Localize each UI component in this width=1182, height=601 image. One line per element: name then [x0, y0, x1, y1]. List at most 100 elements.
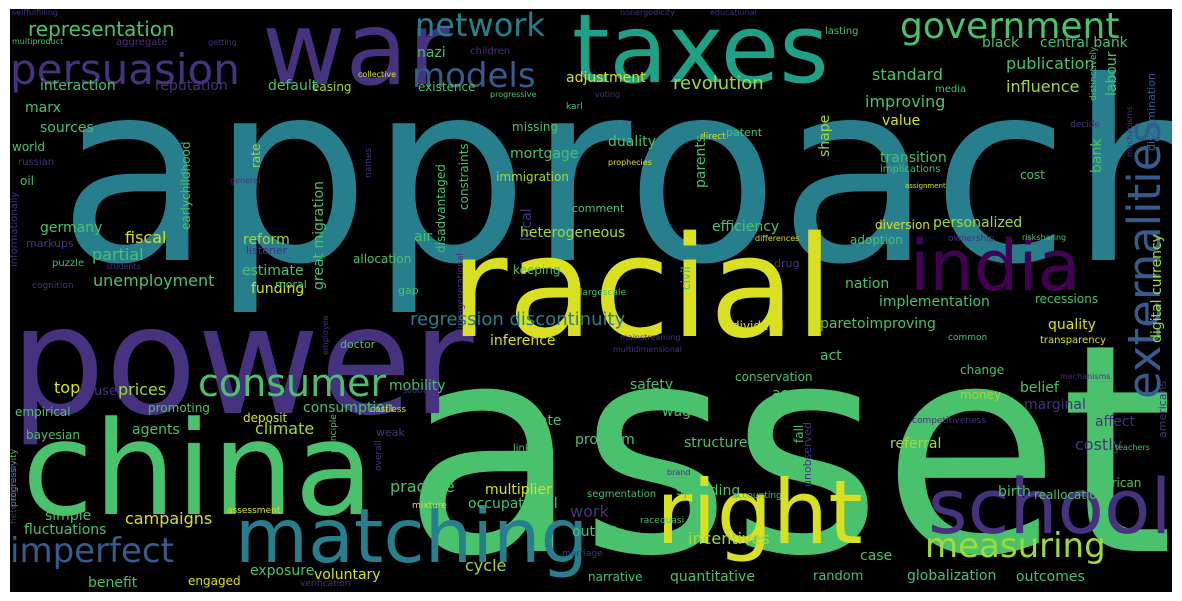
word-consumer: consumer [198, 361, 387, 405]
word-benefit: benefit [88, 575, 138, 591]
word-bank: bank [1089, 138, 1105, 173]
word-russian: russian [18, 157, 55, 168]
word-climate: climate [255, 419, 315, 438]
word-revealing: revealing [960, 466, 1002, 476]
word-missing: missing [512, 120, 559, 134]
word-gap: gap [398, 284, 419, 297]
word-publication: publication [1006, 54, 1095, 73]
word-teachers: teachers [1115, 443, 1150, 452]
word-change: change [960, 363, 1005, 377]
word-segmentation: segmentation [587, 489, 657, 500]
word-multiproduct: multiproduct [12, 37, 64, 46]
word-black: black [982, 35, 1020, 51]
word-government: government [900, 9, 1120, 47]
word-adjustment: adjustment [566, 70, 646, 86]
word-exposure: exposure [250, 563, 315, 579]
word-nazi: nazi [417, 45, 446, 61]
word-existence: existence [418, 80, 476, 94]
word-wage: wage [662, 404, 700, 420]
word-parents: parents [693, 134, 709, 188]
word-matching: matching [235, 492, 589, 580]
word-reform: reform [243, 232, 290, 248]
word-comment: comment [572, 202, 625, 215]
word-heterogeneous: heterogeneous [520, 225, 626, 241]
word-bayesian: bayesian [26, 428, 80, 442]
word-access: access [772, 386, 820, 402]
word-influence: influence [1006, 77, 1080, 96]
word-fluctuations: fluctuations [24, 522, 107, 538]
word-regression-discontinuity: regression discontinuity [410, 309, 626, 330]
word-drug: drug [774, 257, 800, 270]
word-recessions: recessions [1035, 292, 1099, 306]
word-differences: differences [755, 234, 800, 243]
word-easing: easing [312, 80, 352, 94]
word-power: power [10, 275, 474, 449]
word-efficiency: efficiency [712, 219, 780, 235]
word-case: case [860, 548, 893, 564]
word-disadvantaged: disadvantaged [434, 163, 448, 253]
word-assignment: assignment [905, 182, 946, 190]
word-narrative: narrative [588, 570, 643, 584]
word-china: china [22, 393, 375, 545]
word-moral: moral [275, 278, 307, 291]
word-simple: simple [45, 508, 92, 524]
word-reallocation: reallocation [1034, 488, 1105, 502]
word-sources: sources [40, 120, 94, 136]
word-promoting: promoting [148, 401, 210, 415]
word-default: default [268, 78, 318, 94]
word-keeping: keeping [513, 263, 561, 277]
word-progressive: progressive [490, 90, 537, 99]
word-earlychildhood: earlychildhood [179, 141, 193, 230]
word-cognition: cognition [32, 281, 74, 291]
word-multiplier: multiplier [485, 482, 552, 498]
word-occupational: occupational [468, 496, 558, 512]
word-weak: weak [376, 426, 405, 439]
word-unobserved: unobserved [801, 422, 814, 487]
word-asset: asset [402, 283, 1172, 593]
word-unemployment: unemployment [93, 271, 215, 290]
word-personalized: personalized [933, 215, 1023, 231]
word-south: south [403, 386, 426, 395]
word-getting: getting [208, 38, 237, 47]
word-india: india [910, 225, 1081, 307]
word-air: air [414, 229, 433, 245]
word-accounting: accounting [732, 491, 782, 501]
word-race: race [640, 516, 660, 526]
word-voting: voting [595, 90, 621, 99]
word-transparency: transparency [1040, 335, 1106, 346]
word-program: program [575, 432, 635, 448]
word-immigration: immigration [496, 170, 569, 184]
word-principle: principle [329, 413, 339, 453]
word-value: value [882, 113, 921, 129]
word-top: top [54, 378, 81, 397]
word-african: african [1100, 476, 1142, 490]
word-reputation: reputation [155, 78, 228, 94]
word-war: war [262, 9, 450, 109]
word-lasting: lasting [825, 26, 859, 37]
word-inference: inference [490, 333, 556, 349]
word-shape: shape [817, 114, 833, 157]
word-cloud-canvas: approach asset power racial china war taxes rig… [10, 9, 1172, 592]
word-selffulfilling: selffulfilling [12, 9, 58, 17]
word-random: random [813, 569, 864, 584]
word-partial: partial [92, 245, 144, 264]
word-general: general [230, 176, 261, 185]
word-deposit: deposit [243, 411, 288, 425]
word-largescale: largescale [580, 288, 626, 298]
word-affect: affect [1095, 414, 1136, 430]
word-costly: costly [1075, 435, 1123, 454]
word-constraints: constraints [457, 143, 471, 211]
word-diversion: diversion [875, 218, 930, 232]
word-aggregate: aggregate [116, 37, 168, 48]
word-marriage: marriage [562, 549, 603, 559]
word-distinctively: distinctively [1089, 46, 1099, 102]
word-models: models [412, 56, 536, 96]
word-karl: karl [566, 102, 583, 112]
word-educational: educational [710, 9, 757, 17]
word-puzzle: puzzle [52, 258, 85, 269]
word-duality: duality [608, 134, 656, 150]
word-verification: verification [300, 579, 351, 589]
word-spending: spending [676, 483, 741, 499]
word-voluntary: voluntary [314, 567, 381, 583]
